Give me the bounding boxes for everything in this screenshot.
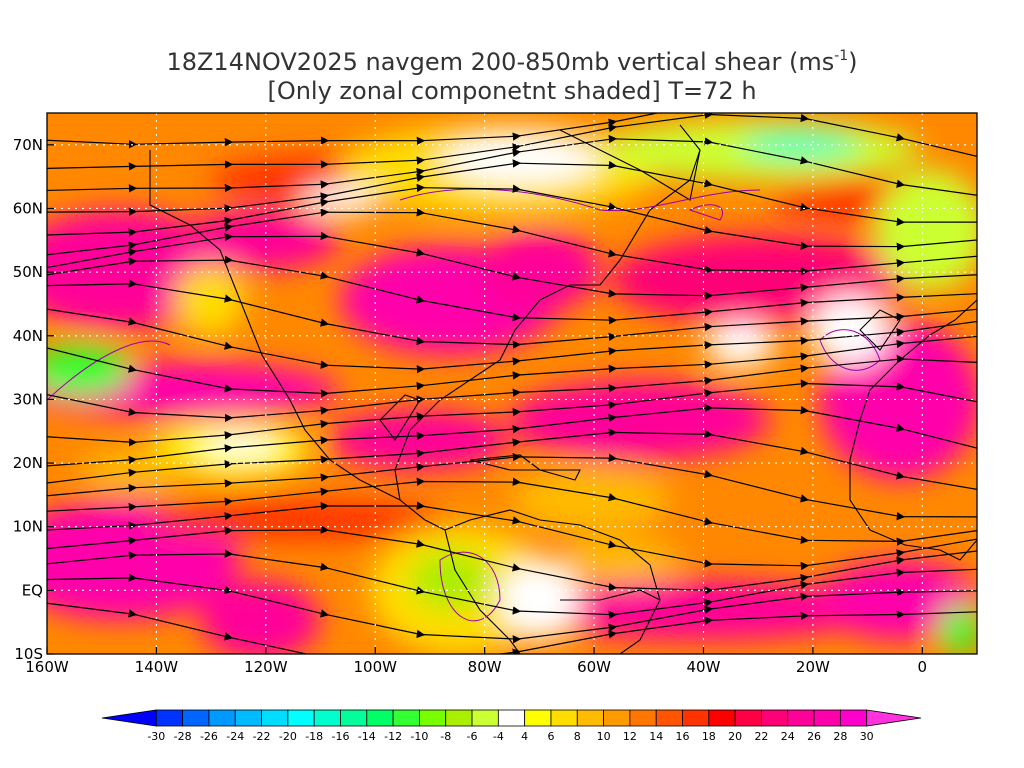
- colorbar-label: -12: [384, 730, 402, 743]
- colorbar-swatch: [234, 709, 262, 727]
- chart-title-line2: [Only zonal componetnt shaded] T=72 h: [267, 77, 756, 105]
- streamline: [47, 602, 977, 654]
- lat-tick-label: 70N: [13, 136, 43, 154]
- colorbar-swatch: [392, 709, 420, 727]
- lat-tick-label: 20N: [13, 454, 43, 472]
- lat-lon-grid: [47, 113, 977, 654]
- colorbar-label: -8: [440, 730, 451, 743]
- lon-tick-label: 140W: [135, 658, 179, 676]
- colorbar-swatch: [471, 709, 499, 727]
- colorbar-label: -18: [305, 730, 323, 743]
- colorbar-label: -16: [331, 730, 349, 743]
- colorbar-label: -10: [410, 730, 428, 743]
- colorbar-label: -30: [147, 730, 165, 743]
- colorbar-label: -26: [200, 730, 218, 743]
- colorbar-swatch: [419, 709, 447, 727]
- colorbar-swatch: [497, 709, 526, 727]
- colorbar-label: 18: [702, 730, 716, 743]
- colorbar-label: -6: [467, 730, 478, 743]
- colorbar-swatch: [101, 709, 157, 727]
- colorbar-swatch: [182, 709, 210, 727]
- colorbar-swatch: [366, 709, 394, 727]
- colorbar-swatch: [550, 709, 578, 727]
- lat-tick-label: 40N: [13, 327, 43, 345]
- colorbar-swatch: [734, 709, 762, 727]
- lon-tick-label: 80W: [468, 658, 502, 676]
- colorbar-label: -4: [493, 730, 504, 743]
- colorbar: -30 -28 -26 -24 -22 -20 -18 -16 -14 -12 -10 -8 -6 -4 4…: [101, 709, 922, 743]
- colorbar-label: 6: [547, 730, 554, 743]
- chart-title-line1: 18Z14NOV2025 navgem 200-850mb vertical s…: [166, 48, 857, 76]
- colorbar-swatch: [708, 709, 736, 727]
- colorbar-swatch: [813, 709, 841, 727]
- colorbar-label: -22: [253, 730, 271, 743]
- colorbar-label: 26: [807, 730, 821, 743]
- plot-frame: [46, 112, 978, 655]
- lon-tick-label: 20W: [796, 658, 830, 676]
- colorbar-swatch: [839, 709, 868, 727]
- colorbar-label: 14: [649, 730, 663, 743]
- lon-tick-label: 60W: [577, 658, 611, 676]
- longitude-axis: 160W 140W 120W 100W 80W 60W 40W 20W 0: [25, 647, 927, 676]
- colorbar-swatch: [208, 709, 236, 727]
- colorbar-swatch: [866, 709, 922, 727]
- colorbar-label: 22: [754, 730, 768, 743]
- lat-tick-label: 30N: [13, 390, 43, 408]
- colorbar-swatch: [761, 709, 789, 727]
- shear-shading: [47, 113, 977, 654]
- colorbar-swatch: [655, 709, 683, 727]
- latitude-axis: 70N 60N 50N 40N 30N 20N 10N EQ 10S: [13, 136, 54, 663]
- colorbar-swatch: [603, 709, 631, 727]
- colorbar-label: 4: [521, 730, 528, 743]
- colorbar-swatch: [682, 709, 710, 727]
- lat-tick-label: 10S: [14, 645, 43, 663]
- lon-tick-label: 0: [918, 658, 928, 676]
- colorbar-swatch: [629, 709, 657, 727]
- colorbar-label: -20: [279, 730, 297, 743]
- colorbar-label: 16: [676, 730, 690, 743]
- colorbar-swatch: [340, 709, 368, 727]
- colorbar-swatch: [445, 709, 473, 727]
- colorbar-swatch: [287, 709, 315, 727]
- colorbar-swatch: [155, 709, 184, 727]
- colorbar-swatch: [787, 709, 815, 727]
- streamlines: [47, 113, 977, 654]
- colorbar-label: 28: [833, 730, 847, 743]
- lat-tick-label: EQ: [22, 581, 43, 599]
- colorbar-label: 8: [574, 730, 581, 743]
- colorbar-swatch: [261, 709, 289, 727]
- colorbar-label: 24: [781, 730, 795, 743]
- colorbar-swatch: [576, 709, 604, 727]
- colorbar-label: -28: [174, 730, 192, 743]
- lat-tick-label: 10N: [13, 518, 43, 536]
- colorbar-label: 12: [623, 730, 637, 743]
- colorbar-label: -14: [358, 730, 376, 743]
- colorbar-label: 30: [860, 730, 874, 743]
- lon-tick-label: 160W: [25, 658, 69, 676]
- colorbar-label: 20: [728, 730, 742, 743]
- colorbar-swatch: [524, 709, 552, 727]
- colorbar-label: 10: [597, 730, 611, 743]
- lon-tick-label: 120W: [244, 658, 288, 676]
- colorbar-swatch: [313, 709, 341, 727]
- colorbar-label: -24: [226, 730, 244, 743]
- lon-tick-label: 100W: [354, 658, 398, 676]
- lon-tick-label: 40W: [687, 658, 721, 676]
- lat-tick-label: 50N: [13, 263, 43, 281]
- lat-tick-label: 60N: [13, 199, 43, 217]
